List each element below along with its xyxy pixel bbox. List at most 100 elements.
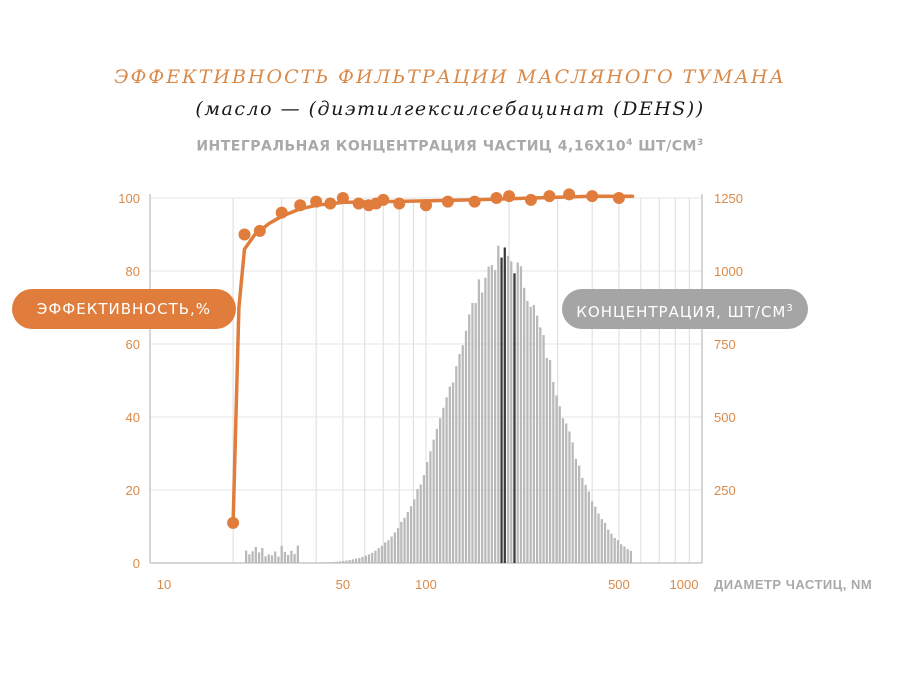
- concentration-bar: [409, 506, 413, 563]
- y-right-tick-label: 1250: [714, 191, 743, 206]
- efficiency-point: [543, 190, 556, 203]
- concentration-bar: [432, 439, 435, 563]
- concentration-bar: [519, 266, 523, 563]
- concentration-bar: [325, 562, 329, 563]
- concentration-bar: [623, 546, 626, 563]
- concentration-unit-exp: 3: [696, 138, 704, 148]
- concentration-bar: [526, 300, 529, 563]
- y-left-tick-label: 80: [126, 264, 140, 279]
- concentration-bar: [500, 257, 503, 563]
- concentration-bar: [487, 266, 490, 563]
- concentration-bar: [283, 551, 287, 563]
- concentration-bar: [552, 381, 555, 563]
- concentration-bar: [584, 484, 587, 563]
- y-left-tick-label: 20: [126, 483, 140, 498]
- concentration-bar: [396, 528, 400, 563]
- efficiency-point: [503, 190, 516, 203]
- concentration-bar: [348, 560, 351, 563]
- concentration-bar: [403, 517, 406, 563]
- concentration-bar: [594, 506, 597, 563]
- concentration-bar: [455, 366, 458, 563]
- concentration-bar: [429, 451, 432, 563]
- concentration-bar: [620, 544, 623, 563]
- concentration-bar: [361, 556, 364, 563]
- efficiency-point: [352, 197, 365, 210]
- concentration-bar: [422, 475, 426, 563]
- concentration-bar: [581, 477, 584, 563]
- concentration-bar: [367, 554, 371, 563]
- concentration-bar: [351, 559, 354, 563]
- concentration-bar: [261, 548, 264, 563]
- concentration-bar: [506, 255, 510, 563]
- concentration-bar: [484, 277, 487, 563]
- efficiency-point: [612, 192, 625, 204]
- concentration-bar: [251, 551, 254, 563]
- concentration-bar: [568, 431, 571, 563]
- efficiency-point: [253, 224, 266, 237]
- concentration-text: ИНТЕГРАЛЬНАЯ КОНЦЕНТРАЦИЯ ЧАСТИЦ 4,16Х10: [196, 138, 627, 155]
- x-tick-label: 10: [157, 577, 171, 592]
- efficiency-point: [238, 228, 251, 241]
- concentration-bar: [438, 418, 442, 563]
- concentration-bar: [603, 522, 607, 563]
- concentration-bar: [374, 550, 377, 563]
- concentration-bar: [613, 537, 616, 563]
- concentration-bar: [477, 279, 481, 563]
- x-tick-label: 100: [415, 577, 437, 592]
- efficiency-point: [324, 197, 337, 210]
- concentration-bar: [419, 484, 422, 563]
- concentration-bar: [474, 303, 477, 563]
- concentration-bar: [335, 561, 338, 563]
- efficiency-point: [420, 199, 432, 212]
- concentration-bar: [561, 418, 565, 563]
- efficiency-axis-label: ЭФФЕКТИВНОСТЬ,%: [12, 289, 236, 329]
- concentration-bar: [387, 540, 390, 563]
- x-tick-label: 1000: [670, 577, 699, 592]
- y-right-tick-label: 500: [714, 410, 736, 425]
- efficiency-point: [524, 193, 537, 206]
- concentration-bar: [442, 407, 445, 563]
- y-right-tick-label: 750: [714, 337, 736, 352]
- efficiency-point: [586, 190, 599, 203]
- concentration-bar: [329, 562, 332, 563]
- concentration-bar: [354, 558, 358, 563]
- concentration-bar: [338, 561, 342, 563]
- efficiency-point: [441, 195, 454, 208]
- concentration-note: ИНТЕГРАЛЬНАЯ КОНЦЕНТРАЦИЯ ЧАСТИЦ 4,16Х10…: [0, 138, 900, 155]
- concentration-bar: [490, 265, 493, 563]
- concentration-bar: [451, 382, 455, 563]
- concentration-bar: [532, 304, 536, 563]
- concentration-bar: [516, 262, 519, 563]
- concentration-bar: [545, 357, 548, 563]
- concentration-bar: [542, 335, 545, 563]
- concentration-bar: [555, 395, 558, 563]
- concentration-bar: [322, 562, 325, 563]
- concentration-bar: [267, 554, 270, 563]
- concentration-bar: [248, 554, 251, 563]
- y-left-tick-label: 60: [126, 337, 140, 352]
- concentration-bar: [503, 247, 506, 563]
- concentration-bar: [435, 428, 439, 563]
- concentration-bar: [377, 548, 380, 563]
- concentration-exp: 4: [626, 138, 633, 148]
- concentration-bar: [390, 536, 393, 563]
- chart-title: ЭФФЕКТИВНОСТЬ ФИЛЬТРАЦИИ МАСЛЯНОГО ТУМАН…: [114, 66, 786, 88]
- concentration-bar: [296, 545, 299, 563]
- concentration-bar: [548, 359, 552, 563]
- concentration-bar: [254, 546, 257, 563]
- concentration-bar: [458, 354, 461, 563]
- concentration-bar: [287, 554, 290, 563]
- efficiency-point: [377, 193, 390, 206]
- concentration-bar: [497, 245, 500, 563]
- y-left-tick-label: 100: [118, 191, 140, 206]
- concentration-bar: [332, 561, 335, 563]
- concentration-bar: [413, 499, 416, 563]
- concentration-bar: [345, 560, 348, 563]
- x-tick-label: 50: [336, 577, 350, 592]
- efficiency-point: [563, 188, 576, 201]
- concentration-bar: [380, 545, 384, 563]
- concentration-bar: [539, 327, 542, 563]
- concentration-bar: [629, 550, 633, 563]
- concentration-bar: [371, 552, 374, 563]
- concentration-bar: [590, 501, 594, 563]
